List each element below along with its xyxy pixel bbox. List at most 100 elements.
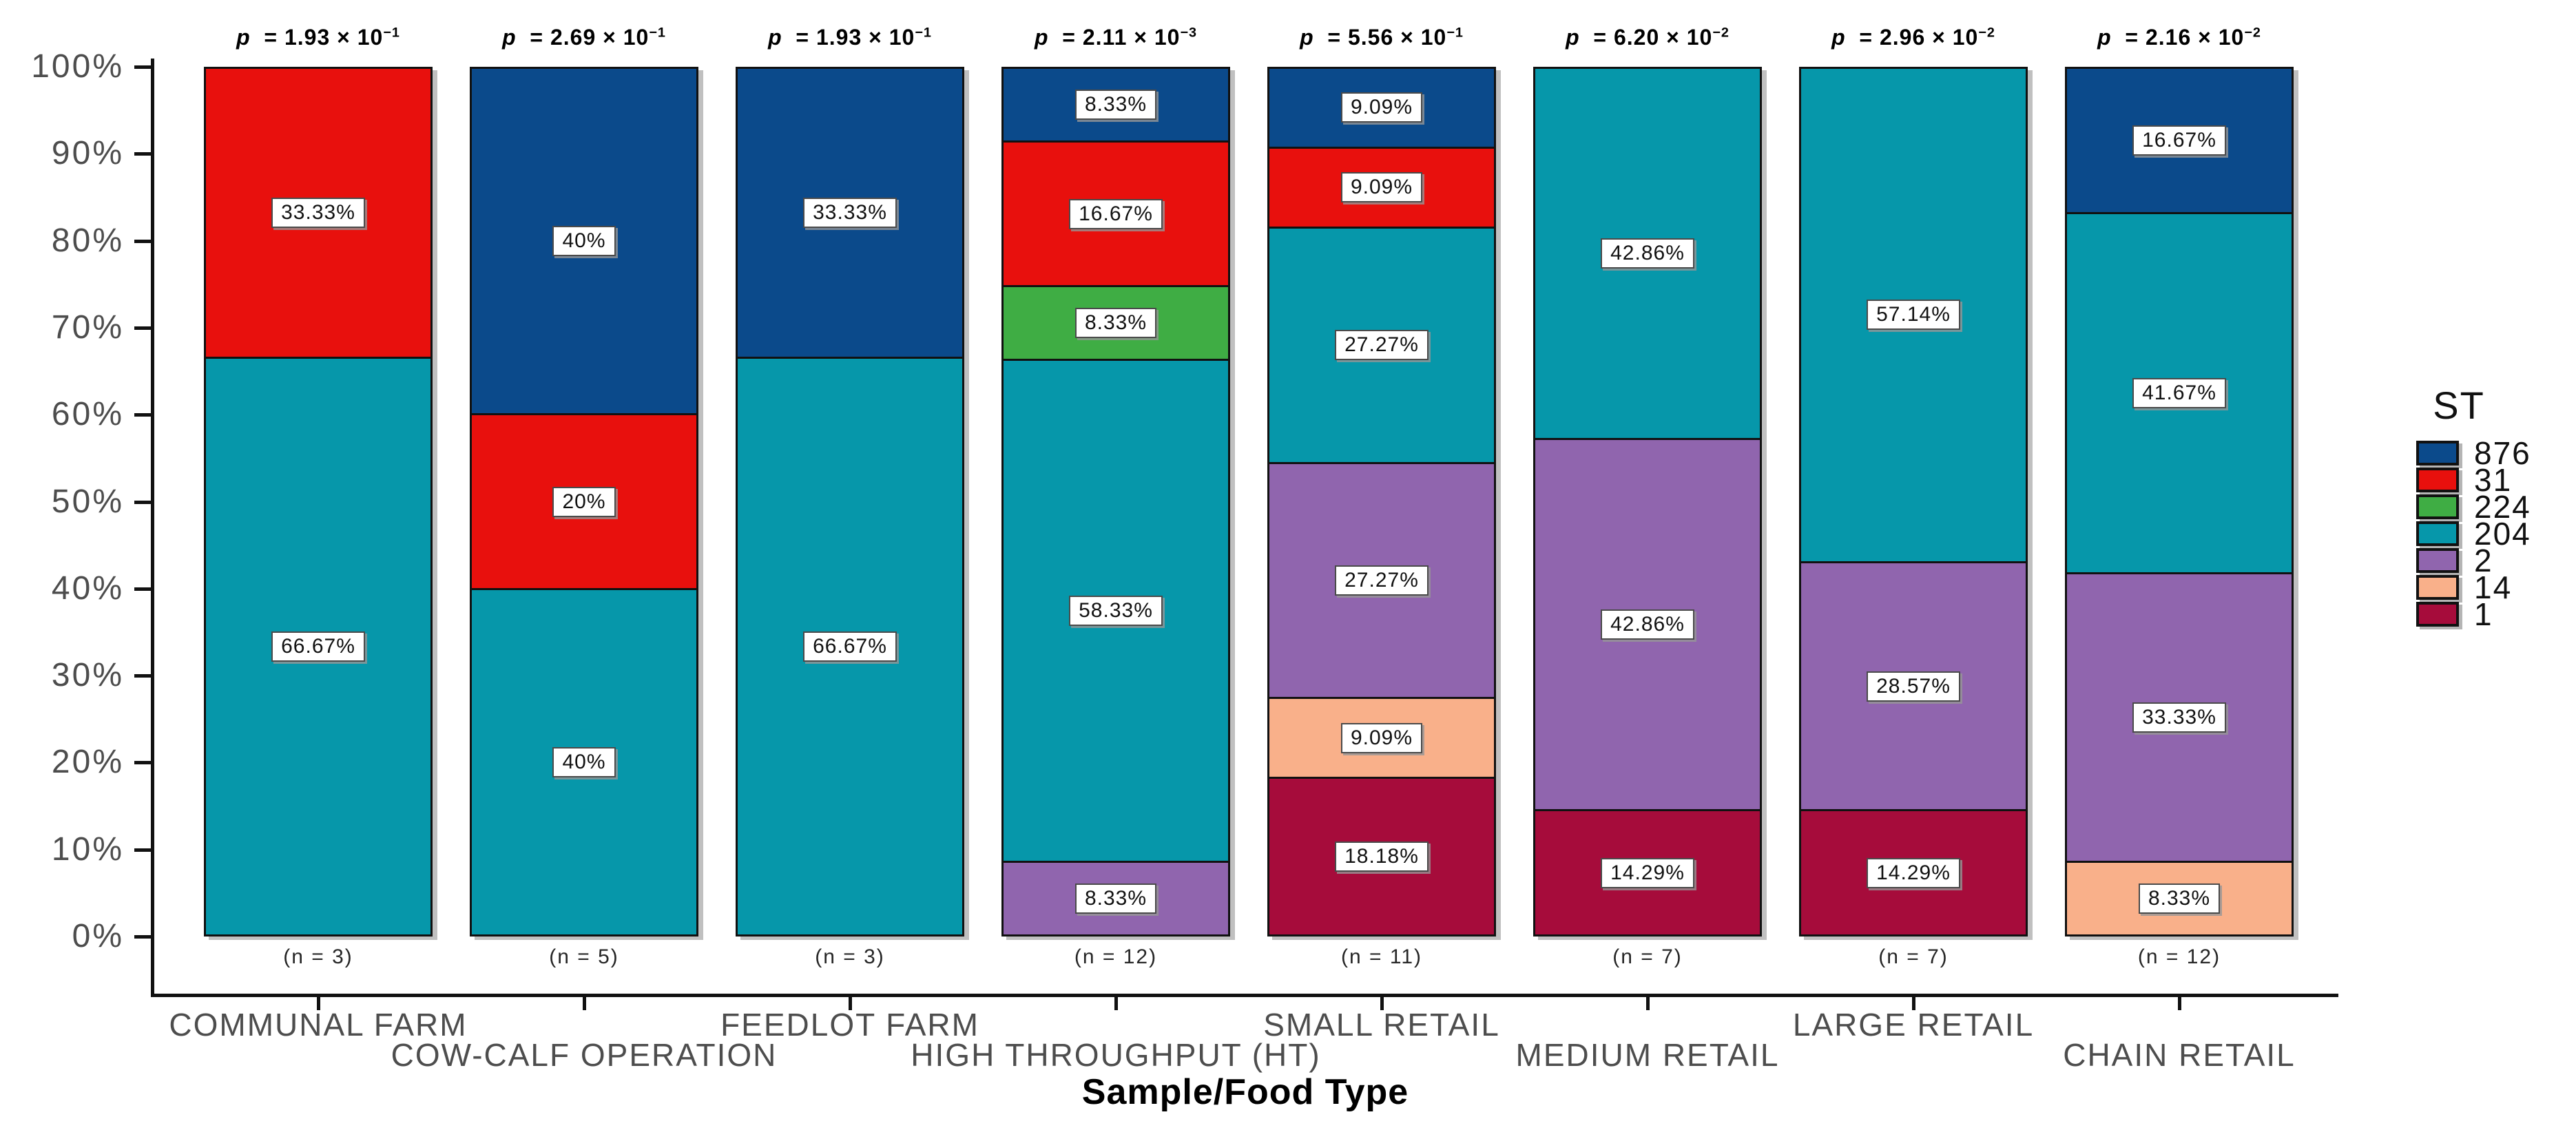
y-tick [134,152,151,156]
segment-percent-label: 66.67% [271,631,365,662]
p-value-label: p = 6.20 × 10−2 [1566,25,1730,50]
bar-segment-st-14: 8.33% [2067,861,2292,934]
category-label: COMMUNAL FARM [169,1007,468,1043]
bar-segment-st-2: 28.57% [1801,561,2026,810]
bar-segment-st-876: 16.67% [2067,69,2292,213]
bar: 9.09% 9.09% 27.27% 27.27% 9.09% 18.18% [1267,67,1496,937]
y-tick-label: 80% [51,222,124,259]
segment-percent-label: 20% [552,486,616,517]
bar-segment-st-204: 66.67% [206,356,430,934]
bar-segment-st-31: 16.67% [1004,140,1228,286]
category-label: LARGE RETAIL [1792,1007,2035,1043]
segment-percent-label: 9.09% [1340,92,1423,123]
legend-key-st-204 [2416,521,2459,546]
segment-percent-label: 66.67% [803,631,897,662]
legend-key-st-2 [2416,548,2459,573]
bar-segment-st-14: 9.09% [1269,697,1494,777]
segment-percent-label: 8.33% [1074,308,1157,339]
bar: 57.14% 28.57% 14.29% [1799,67,2028,937]
n-count-label: (n = 7) [1612,945,1683,968]
y-tick-label: 60% [51,396,124,433]
bar-segment-st-204: 41.67% [2067,212,2292,573]
bar-segment-st-204: 57.14% [1801,69,2026,561]
y-tick [134,65,151,69]
bar-segment-st-31: 9.09% [1269,146,1494,227]
bar-segment-st-204: 58.33% [1004,359,1228,861]
x-tick [1912,994,1915,1010]
y-tick-label: 70% [51,308,124,346]
legend-label: 1 [2474,596,2493,632]
segment-percent-label: 14.29% [1601,857,1694,888]
n-count-label: (n = 7) [1878,945,1949,968]
segment-percent-label: 8.33% [2138,883,2221,914]
category-label: COW-CALF OPERATION [391,1037,778,1073]
segment-percent-label: 9.09% [1340,172,1423,203]
category-label: SMALL RETAIL [1263,1007,1500,1043]
bar-segment-st-1: 14.29% [1801,809,2026,934]
category-label: FEEDLOT FARM [720,1007,979,1043]
legend-key-st-876 [2416,441,2459,465]
y-tick [134,674,151,678]
y-tick-label: 30% [51,657,124,694]
p-value-label: p = 1.93 × 10−1 [236,25,400,50]
y-tick-label: 50% [51,483,124,520]
segment-percent-label: 8.33% [1074,89,1157,120]
bar-segment-st-876: 8.33% [1004,69,1228,140]
x-tick [317,994,320,1010]
category-label: HIGH THROUGHPUT (HT) [911,1037,1321,1073]
segment-percent-label: 58.33% [1069,596,1163,627]
segment-percent-label: 27.27% [1335,330,1429,361]
bar-segment-st-2: 8.33% [1004,861,1228,934]
p-value-label: p = 2.16 × 10−2 [2097,25,2261,50]
bar-segment-st-876: 9.09% [1269,69,1494,147]
n-count-label: (n = 3) [283,945,353,968]
x-axis-title: Sample/Food Type [1081,1072,1409,1112]
x-tick [2178,994,2181,1010]
bar-segment-st-1: 18.18% [1269,777,1494,934]
legend-key-st-1 [2416,602,2459,627]
segment-percent-label: 9.09% [1340,722,1423,753]
p-value-label: p = 2.96 × 10−2 [1831,25,1995,50]
category-label: CHAIN RETAIL [2063,1037,2296,1073]
segment-percent-label: 33.33% [2132,702,2226,733]
bar-segment-st-204: 27.27% [1269,226,1494,462]
segment-percent-label: 18.18% [1335,841,1429,872]
bar-segment-st-2: 33.33% [2067,572,2292,861]
y-tick-label: 90% [51,135,124,172]
n-count-label: (n = 3) [815,945,885,968]
legend-title: ST [2433,384,2485,427]
legend-key-st-224 [2416,494,2459,519]
segment-percent-label: 16.67% [2132,125,2226,156]
segment-percent-label: 57.14% [1867,300,1960,331]
segment-percent-label: 28.57% [1867,671,1960,702]
p-value-label: p = 1.93 × 10−1 [768,25,932,50]
x-tick [849,994,852,1010]
y-tick [134,413,151,417]
segment-percent-label: 42.86% [1601,609,1694,640]
y-tick [134,935,151,939]
legend-label: 31 [2474,462,2513,498]
segment-percent-label: 14.29% [1867,857,1960,888]
bar-segment-st-876: 33.33% [738,69,962,357]
legend-label: 876 [2474,435,2531,471]
y-tick [134,239,151,243]
bar-segment-st-31: 20% [472,413,696,588]
segment-percent-label: 16.67% [1069,198,1163,229]
legend-key-st-31 [2416,468,2459,492]
bar-segment-st-1: 14.29% [1535,809,1760,934]
p-value-label: p = 5.56 × 10−1 [1300,25,1464,50]
bar: 42.86% 42.86% 14.29% [1533,67,1762,937]
y-tick [134,761,151,765]
bar: 33.33% 66.67% [736,67,964,937]
n-count-label: (n = 11) [1341,945,1422,968]
bar: 16.67% 41.67% 33.33% 8.33% [2065,67,2294,937]
bar-segment-st-204: 40% [472,587,696,935]
y-tick-label: 40% [51,569,124,607]
legend-key-st-14 [2416,575,2459,600]
y-tick [134,500,151,504]
segment-percent-label: 40% [552,746,616,777]
y-tick-label: 0% [72,918,124,954]
y-tick [134,848,151,852]
bar-segment-st-876: 40% [472,69,696,414]
